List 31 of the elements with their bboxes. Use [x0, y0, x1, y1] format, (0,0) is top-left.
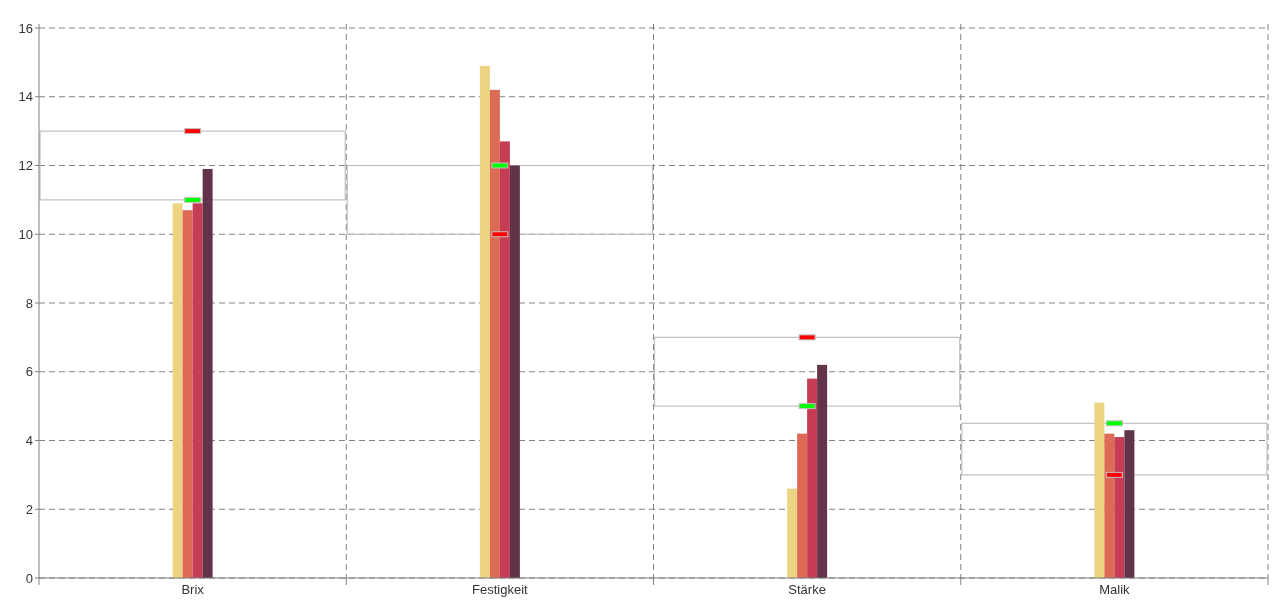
- y-tick-label: 0: [25, 570, 33, 586]
- bar: [499, 141, 510, 578]
- bar: [787, 488, 798, 578]
- y-tick-label: 2: [25, 501, 33, 517]
- bar: [807, 378, 818, 578]
- bar: [1094, 402, 1105, 578]
- x-tick-label: Stärke: [788, 582, 826, 597]
- y-tick-label: 12: [18, 158, 33, 174]
- y-tick-label: 14: [18, 89, 33, 105]
- bar: [172, 203, 183, 578]
- bar: [1124, 430, 1135, 578]
- y-tick-label: 8: [25, 295, 33, 311]
- y-tick-label: 16: [18, 20, 33, 36]
- y-tick-label: 10: [18, 226, 33, 242]
- bar: [489, 89, 500, 578]
- bar: [961, 422, 1268, 476]
- y-tick-label: 4: [25, 433, 33, 449]
- y-tick-label: 6: [25, 364, 33, 380]
- bar: [182, 210, 193, 578]
- bar: [817, 364, 828, 578]
- x-tick-label: Brix: [181, 582, 205, 597]
- bar: [202, 168, 213, 578]
- x-tick-label: Malik: [1099, 582, 1131, 597]
- bar: [653, 336, 961, 407]
- bar: [797, 433, 808, 578]
- x-tick-label: Festigkeit: [472, 582, 529, 597]
- bar: [1104, 433, 1115, 578]
- bar: [192, 203, 203, 578]
- bar: [479, 65, 490, 578]
- bar: [1114, 437, 1125, 578]
- bar: [509, 165, 520, 578]
